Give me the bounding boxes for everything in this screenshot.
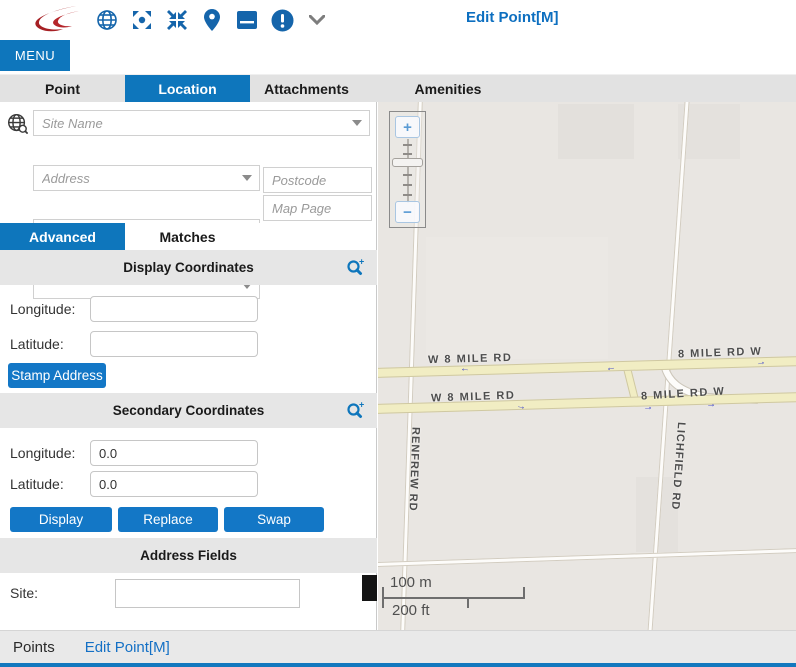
- zoom-tick: [403, 194, 412, 196]
- map-scale-bar: 100 m 200 ft: [382, 570, 542, 625]
- display-coordinates-header: Display Coordinates +: [0, 250, 377, 285]
- one-way-arrow-icon: →: [515, 400, 528, 413]
- zoom-to-coordinates-icon[interactable]: +: [346, 257, 365, 280]
- cross-street: [378, 547, 796, 568]
- location-panel: Advanced Matches Display Coordinates + L…: [0, 102, 377, 630]
- street-label: W 8 MILE RD: [427, 351, 513, 367]
- one-way-arrow-icon: →: [605, 363, 617, 376]
- scrollbar-thumb[interactable]: [362, 575, 377, 601]
- tab-advanced[interactable]: Advanced: [0, 223, 125, 250]
- swap-button[interactable]: Swap: [224, 507, 324, 532]
- map-block: [426, 237, 608, 359]
- site-field[interactable]: [115, 579, 300, 608]
- scale-imperial-label: 200 ft: [392, 602, 430, 619]
- street-label: RENFREW RD: [406, 426, 422, 512]
- main-tabbar: Point Location Attachments Amenities: [0, 74, 796, 103]
- longitude-input[interactable]: [90, 296, 258, 322]
- replace-button[interactable]: Replace: [118, 507, 218, 532]
- tab-attachments[interactable]: Attachments: [264, 81, 349, 97]
- zoom-tick: [403, 153, 412, 155]
- secondary-latitude-input[interactable]: [90, 471, 258, 497]
- latitude-label: Latitude:: [10, 336, 64, 352]
- statusbar-points-link[interactable]: Points: [13, 638, 55, 656]
- scale-tick: [382, 587, 384, 608]
- header: Edit Point[M]: [0, 0, 796, 38]
- tab-amenities[interactable]: Amenities: [414, 81, 482, 97]
- save-icon[interactable]: [235, 8, 259, 32]
- panel-tabbar: Advanced Matches: [0, 223, 376, 250]
- map-canvas[interactable]: W 8 MILE RD 8 MILE RD W W 8 MILE RD 8 MI…: [378, 102, 796, 630]
- section-title: Display Coordinates: [123, 260, 254, 275]
- one-way-arrow-icon: →: [754, 356, 767, 369]
- globe-icon[interactable]: [95, 8, 119, 32]
- alert-icon[interactable]: [270, 8, 294, 32]
- zoom-center-icon[interactable]: [130, 8, 154, 32]
- toolbar: [95, 8, 329, 32]
- stamp-address-button[interactable]: Stamp Address: [8, 363, 106, 388]
- zoom-out-button[interactable]: −: [395, 201, 420, 223]
- one-way-arrow-icon: →: [459, 364, 471, 377]
- collapse-arrows-icon[interactable]: [165, 8, 189, 32]
- tab-location[interactable]: Location: [125, 75, 250, 103]
- address-combobox[interactable]: [33, 165, 260, 191]
- bottom-accent-bar: [0, 663, 796, 667]
- section-title: Address Fields: [140, 548, 237, 563]
- svg-text:+: +: [359, 258, 364, 267]
- zoom-tick: [403, 174, 412, 176]
- location-pin-icon[interactable]: [200, 8, 224, 32]
- one-way-arrow-icon: →: [642, 401, 654, 414]
- secondary-coordinates-header: Secondary Coordinates +: [0, 393, 377, 428]
- scale-metric-label: 100 m: [390, 574, 432, 591]
- scale-line: [382, 597, 525, 599]
- map-zoom-control: + −: [389, 111, 426, 228]
- site-name-combobox[interactable]: [33, 110, 370, 136]
- scale-tick: [467, 597, 469, 608]
- map-block: [558, 104, 634, 159]
- svg-text:+: +: [359, 401, 364, 410]
- zoom-track: [407, 139, 409, 203]
- one-way-arrow-icon: →: [705, 398, 717, 411]
- zoom-slider-handle[interactable]: [392, 158, 423, 167]
- page-title: Edit Point[M]: [466, 9, 559, 26]
- scale-tick: [523, 587, 525, 599]
- zoom-tick: [403, 184, 412, 186]
- chevron-down-icon[interactable]: [305, 8, 329, 32]
- tab-matches[interactable]: Matches: [159, 228, 216, 245]
- map-page-input[interactable]: [263, 195, 372, 221]
- tab-point[interactable]: Point: [45, 81, 80, 97]
- app-logo: [35, 6, 79, 32]
- postcode-input[interactable]: [263, 167, 372, 193]
- site-label: Site:: [10, 585, 39, 601]
- section-title: Secondary Coordinates: [112, 403, 265, 418]
- latitude-input[interactable]: [90, 331, 258, 357]
- globe-search-icon[interactable]: [7, 113, 29, 139]
- secondary-longitude-input[interactable]: [90, 440, 258, 466]
- latitude-label: Latitude:: [10, 476, 64, 492]
- street-label: LICHFIELD RD: [668, 421, 688, 511]
- statusbar-edit-point-link[interactable]: Edit Point[M]: [84, 638, 170, 656]
- longitude-label: Longitude:: [10, 445, 76, 461]
- address-fields-header: Address Fields: [0, 538, 377, 573]
- address-input[interactable]: [34, 166, 259, 190]
- site-name-input[interactable]: [34, 111, 369, 135]
- longitude-label: Longitude:: [10, 301, 76, 317]
- status-bar: Points Edit Point[M]: [0, 630, 796, 663]
- zoom-in-button[interactable]: +: [395, 116, 420, 138]
- display-button[interactable]: Display: [10, 507, 112, 532]
- menu-button[interactable]: MENU: [0, 40, 70, 71]
- zoom-tick: [403, 144, 412, 146]
- zoom-to-coordinates-icon[interactable]: +: [346, 400, 365, 423]
